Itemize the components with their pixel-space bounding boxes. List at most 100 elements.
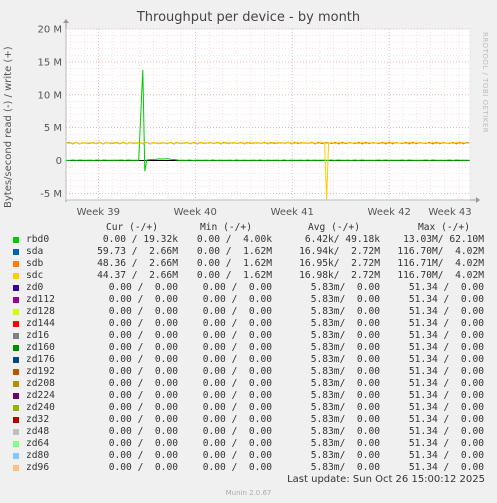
legend-min-value: 0.00 / 0.00	[202, 330, 272, 341]
legend-label: rbd0	[26, 234, 50, 245]
legend-avg-value: 5.83m/ 0.00	[310, 426, 380, 437]
legend-cur-value: 0.00 / 0.00	[108, 306, 178, 317]
legend-cur-value: 0.00 / 0.00	[108, 342, 178, 353]
legend-avg-value: 5.83m/ 0.00	[310, 318, 380, 329]
legend-avg-value: 5.83m/ 0.00	[310, 414, 380, 425]
legend-label: zd128	[26, 306, 55, 317]
legend-label: zd176	[26, 354, 55, 365]
legend-max-value: 51.34 / 0.00	[408, 282, 484, 293]
y-tick-label: -5 M	[40, 189, 62, 200]
legend-max-value: 51.34 / 0.00	[408, 354, 484, 365]
legend-min-value: 0.00 / 0.00	[202, 438, 272, 449]
legend-avg-value: 5.83m/ 0.00	[310, 402, 380, 413]
legend-cur-value: 0.00 / 0.00	[108, 354, 178, 365]
legend-max-value: 51.34 / 0.00	[408, 306, 484, 317]
legend-swatch-zd128	[13, 309, 19, 315]
legend-swatch-zd224	[13, 393, 19, 399]
legend-label: sdb	[26, 258, 44, 269]
legend-swatch-zd208	[13, 381, 19, 387]
legend-avg-value: 5.83m/ 0.00	[310, 294, 380, 305]
legend-min-value: 0.00 / 1.62M	[196, 246, 272, 257]
legend-avg-value: 5.83m/ 0.00	[310, 282, 380, 293]
legend-swatch-sdb	[13, 261, 19, 267]
legend-avg-value: 5.83m/ 0.00	[310, 438, 380, 449]
legend-avg-value: 5.83m/ 0.00	[310, 330, 380, 341]
legend-avg-value: 5.83m/ 0.00	[310, 354, 380, 365]
legend-avg-value: 5.83m/ 0.00	[310, 366, 380, 377]
legend-label: zd96	[26, 462, 50, 473]
legend-avg-value: 5.83m/ 0.00	[310, 306, 380, 317]
legend-header-max: Max (-/+)	[418, 222, 470, 233]
legend-min-value: 0.00 / 0.00	[202, 426, 272, 437]
legend-cur-value: 0.00 / 0.00	[108, 378, 178, 389]
legend-min-value: 0.00 / 0.00	[202, 462, 272, 473]
legend-swatch-zd240	[13, 405, 19, 411]
legend-min-value: 0.00 / 4.00k	[196, 234, 272, 245]
x-tick-label: Week 40	[174, 207, 217, 215]
legend-label: sdc	[26, 270, 44, 281]
legend-max-value: 51.34 / 0.00	[408, 426, 484, 437]
legend-min-value: 0.00 / 1.62M	[196, 258, 272, 269]
legend-max-value: 51.34 / 0.00	[408, 294, 484, 305]
legend-swatch-zd144	[13, 321, 19, 327]
plot-border	[65, 28, 471, 201]
legend-max-value: 51.34 / 0.00	[408, 438, 484, 449]
legend-cur-value: 0.00 / 0.00	[108, 366, 178, 377]
legend-label: zd240	[26, 402, 55, 413]
legend-max-value: 116.70M/ 4.02M	[397, 270, 484, 281]
legend-cur-value: 0.00 / 0.00	[108, 462, 178, 473]
legend-avg-value: 16.94k/ 2.72M	[299, 246, 380, 257]
legend-cur-value: 48.36 / 2.66M	[97, 258, 178, 269]
chart-title: Throughput per device - by month	[136, 10, 361, 25]
legend-swatch-zd160	[13, 345, 19, 351]
legend-max-value: 51.34 / 0.00	[408, 414, 484, 425]
y-tick-label: 0	[56, 156, 62, 167]
legend-min-value: 0.00 / 0.00	[202, 402, 272, 413]
legend-label: zd48	[26, 426, 50, 437]
legend-cur-value: 0.00 / 0.00	[108, 390, 178, 401]
legend-label: zd208	[26, 378, 55, 389]
legend-avg-value: 5.83m/ 0.00	[310, 462, 380, 473]
legend-swatch-zd80	[13, 453, 19, 459]
legend-min-value: 0.00 / 0.00	[202, 414, 272, 425]
legend-cur-value: 0.00 / 0.00	[108, 318, 178, 329]
legend-swatch-sda	[13, 249, 19, 255]
legend-label: zd192	[26, 366, 55, 377]
legend-max-value: 51.34 / 0.00	[408, 462, 484, 473]
legend-cur-value: 0.00 / 0.00	[108, 330, 178, 341]
legend-min-value: 0.00 / 0.00	[202, 390, 272, 401]
legend-min-value: 0.00 / 0.00	[202, 342, 272, 353]
legend-max-value: 51.34 / 0.00	[408, 402, 484, 413]
legend-cur-value: 0.00 / 19.32k	[102, 234, 178, 245]
legend-avg-value: 5.83m/ 0.00	[310, 342, 380, 353]
legend-max-value: 51.34 / 0.00	[408, 330, 484, 341]
legend-label: zd112	[26, 294, 55, 305]
legend-swatch-zd112	[13, 297, 19, 303]
legend-label: zd144	[26, 318, 55, 329]
legend-cur-value: 44.37 / 2.66M	[97, 270, 178, 281]
x-tick-label: Week 43	[428, 207, 471, 215]
legend-swatch-zd176	[13, 357, 19, 363]
y-axis-arrow	[63, 19, 69, 23]
legend-cur-value: 0.00 / 0.00	[108, 414, 178, 425]
legend-max-value: 51.34 / 0.00	[408, 318, 484, 329]
legend-min-value: 0.00 / 0.00	[202, 306, 272, 317]
x-tick-label: Week 42	[368, 207, 411, 215]
legend-min-value: 0.00 / 0.00	[202, 318, 272, 329]
legend-cur-value: 0.00 / 0.00	[108, 402, 178, 413]
legend-swatch-zd64	[13, 441, 19, 447]
legend-max-value: 13.03M/ 62.10M	[403, 234, 484, 245]
legend-avg-value: 6.42k/ 49.18k	[304, 234, 380, 245]
legend-cur-value: 0.00 / 0.00	[108, 426, 178, 437]
legend-label: zd64	[26, 438, 50, 449]
legend-min-value: 0.00 / 0.00	[202, 366, 272, 377]
last-update: Last update: Sun Oct 26 15:00:12 2025	[287, 474, 485, 485]
rrdtool-credit: RRDTOOL / TOBI OETIKER	[481, 32, 489, 134]
legend-min-value: 0.00 / 1.62M	[196, 270, 272, 281]
legend-label: zd160	[26, 342, 55, 353]
munin-version: Munin 2.0.67	[225, 489, 272, 497]
legend-label: zd80	[26, 450, 50, 461]
x-tick-label: Week 41	[271, 207, 314, 215]
legend-min-value: 0.00 / 0.00	[202, 354, 272, 365]
legend-swatch-zd16	[13, 333, 19, 339]
